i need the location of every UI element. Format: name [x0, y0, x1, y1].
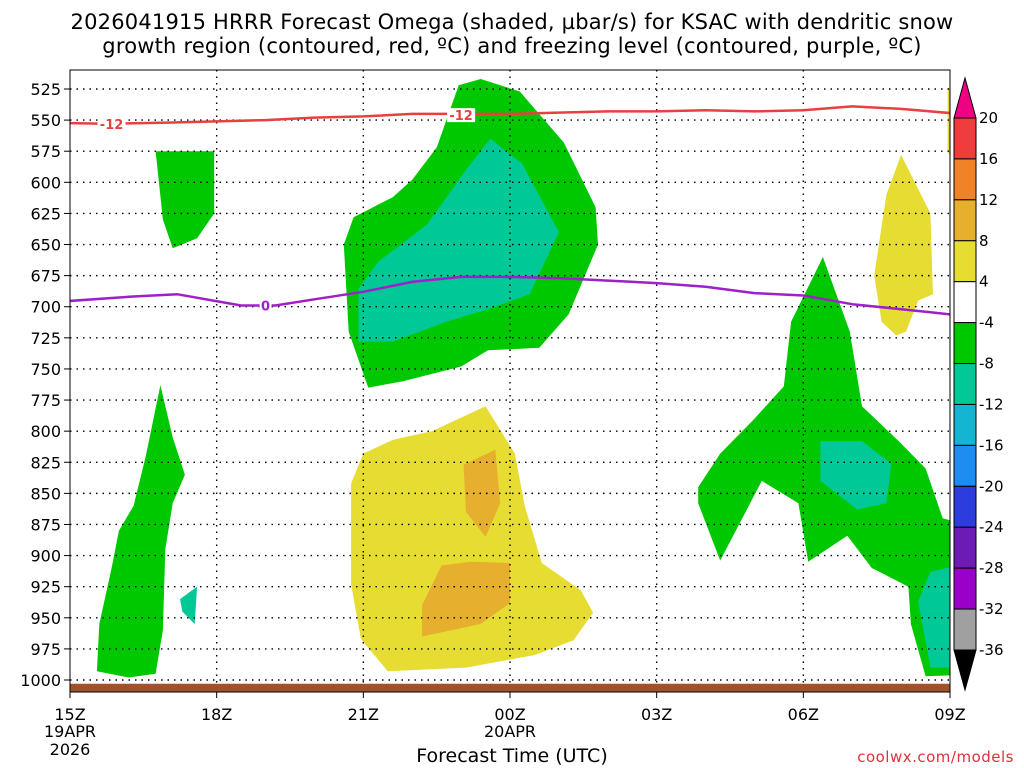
contour-label-bg-0 [97, 116, 126, 131]
y-tick-label-800: 800 [30, 422, 61, 441]
y-axis: 525 550 575 600 625 650 675 700 725 750 775 800 825 8… [20, 80, 70, 690]
colorbar-box-2 [953, 199, 977, 242]
colorbar-label-3: -24 [979, 518, 1004, 536]
colorbar-box-0 [953, 117, 977, 160]
y-tick-label-925: 925 [30, 578, 61, 597]
colorbar-label-8: -4 [979, 314, 994, 332]
contour-label-1: -12 [449, 109, 473, 124]
terrain-bar [70, 683, 950, 692]
contour-label-2: 0 [261, 299, 270, 314]
x-tick-label-00Z: 00Z [494, 705, 525, 724]
x-tick-label-09Z: 09Z [934, 705, 965, 724]
colorbar-label-1: -32 [979, 600, 1004, 618]
x-tick-sublabel-00Z-0: 20APR [484, 722, 536, 741]
colorbar-box-8 [953, 444, 977, 487]
x-tick-label-06Z: 06Z [788, 705, 819, 724]
colorbar-box-10 [953, 526, 977, 569]
colorbar-box-4 [953, 281, 977, 324]
y-tick-label-600: 600 [30, 173, 61, 192]
chart-title-line-1: 2026041915 HRRR Forecast Omega (shaded, … [70, 10, 954, 34]
omega-region-teal-8 [820, 441, 892, 510]
omega-region-orange-5 [463, 449, 501, 537]
colorbar-box-9 [953, 485, 977, 528]
contour-label-bg-2 [259, 298, 272, 313]
omega-region-teal-10 [180, 586, 198, 624]
y-tick-label-750: 750 [30, 360, 61, 379]
omega-region-yellow-4 [351, 406, 594, 672]
contour-label-0: -12 [100, 118, 124, 133]
y-tick-label-675: 675 [30, 267, 61, 286]
y-tick-label-525: 525 [30, 80, 61, 99]
colorbar-label-10: 8 [979, 232, 989, 250]
colorbar-label-9: 4 [979, 273, 989, 291]
y-tick-label-650: 650 [30, 236, 61, 255]
colorbar-top-triangle [953, 76, 977, 119]
y-tick-label-950: 950 [30, 609, 61, 628]
colorbar-box-12 [953, 608, 977, 651]
x-tick-label-15Z: 15Z [54, 705, 85, 724]
x-tick-sublabel-15Z-1: 2026 [50, 740, 91, 759]
omega-region-yellow-11 [874, 154, 933, 336]
freezing-level-contour-line [70, 275, 950, 316]
colorbar-label-2: -28 [979, 559, 1004, 577]
omega-region-green-0 [96, 385, 185, 678]
omega-region-teal-9 [918, 567, 950, 668]
y-tick-label-825: 825 [30, 453, 61, 472]
y-tick-label-1000: 1000 [20, 671, 61, 690]
colorbar-label-11: 12 [979, 191, 998, 209]
colorbar-label-7: -8 [979, 355, 994, 373]
y-tick-label-900: 900 [30, 547, 61, 566]
y-tick-label-775: 775 [30, 391, 61, 410]
colorbar-label-6: -12 [979, 395, 1004, 413]
dgz-contour-line [70, 105, 950, 126]
x-tick-label-18Z: 18Z [201, 705, 232, 724]
x-tick-label-03Z: 03Z [641, 705, 672, 724]
y-tick-label-575: 575 [30, 142, 61, 161]
omega-shading [96, 79, 950, 678]
colorbar-label-4: -20 [979, 477, 1004, 495]
colorbar-box-11 [953, 567, 977, 610]
colorbar: -36 -32 -28 -24 -20 -16 -12 -8 -4 4 8 12 16 20 [953, 76, 1004, 692]
colorbar-box-5 [953, 322, 977, 365]
x-tick-label-21Z: 21Z [348, 705, 379, 724]
y-tick-label-875: 875 [30, 515, 61, 534]
y-tick-label-850: 850 [30, 484, 61, 503]
colorbar-label-0: -36 [979, 641, 1004, 659]
omega-region-teal-3 [358, 138, 559, 342]
colorbar-label-13: 20 [979, 109, 998, 127]
credit-text[interactable]: coolwx.com/models [857, 748, 1014, 766]
omega-region-yellow-12 [947, 87, 950, 157]
colorbar-label-12: 16 [979, 150, 998, 168]
x-axis-label: Forecast Time (UTC) [416, 745, 608, 767]
colorbar-label-5: -16 [979, 436, 1004, 454]
colorbar-box-3 [953, 240, 977, 283]
y-tick-label-725: 725 [30, 329, 61, 348]
contour-label-bg-1 [447, 108, 476, 123]
y-tick-label-550: 550 [30, 111, 61, 130]
colorbar-bottom-triangle [953, 649, 977, 692]
colorbar-box-7 [953, 403, 977, 446]
y-tick-label-975: 975 [30, 640, 61, 659]
omega-region-green-1 [155, 151, 215, 249]
omega-region-orange-6 [422, 561, 510, 637]
colorbar-box-1 [953, 158, 977, 201]
contours: -12 -12 0 [70, 105, 950, 692]
y-tick-label-625: 625 [30, 204, 61, 223]
y-tick-label-700: 700 [30, 298, 61, 317]
x-tick-sublabel-15Z-0: 19APR [44, 722, 96, 741]
colorbar-box-6 [953, 363, 977, 405]
chart-title-line-2: growth region (contoured, red, ºC) and f… [102, 34, 922, 58]
